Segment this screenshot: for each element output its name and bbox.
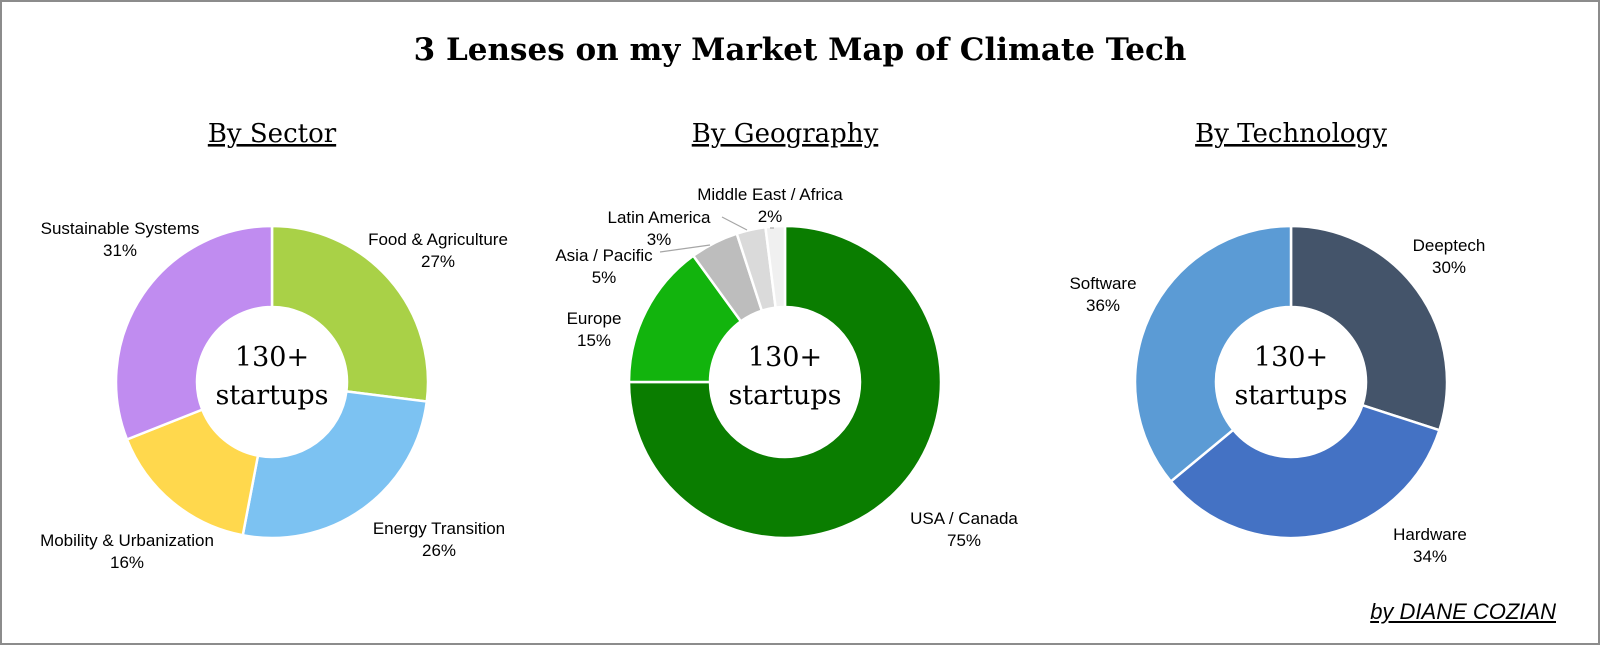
data-label: 27% [421, 252, 455, 271]
donut-slice [627, 254, 743, 384]
donut-chart-3: By Technology Deeptech 30% Hardware 34% Softw… [1069, 119, 1485, 566]
data-label: 16% [110, 553, 144, 572]
slice-label: Mobility & Urbanization [40, 531, 214, 550]
slice-label: Food & Agriculture [368, 230, 508, 249]
data-label: 30% [1432, 258, 1466, 277]
data-label: 2% [758, 207, 783, 226]
center-label: startups [215, 380, 328, 411]
data-label: 26% [422, 541, 456, 560]
slice-label: Middle East / Africa [697, 185, 843, 204]
slice-label: USA / Canada [910, 509, 1018, 528]
leader-line [659, 244, 711, 253]
center-label: 130+ [748, 342, 822, 373]
slice-label: Deeptech [1413, 236, 1486, 255]
donut-chart-2: By Geography USA / Canada 75% Europe 15% Asia… [555, 119, 1018, 550]
donut-slice [114, 224, 274, 442]
slice-label: Software [1069, 274, 1136, 293]
donut-slice [1289, 224, 1449, 432]
chart-title: By Technology [1195, 119, 1387, 149]
data-label: 3% [647, 230, 672, 249]
donut-slice [764, 224, 787, 309]
donut-slice [1169, 403, 1441, 540]
data-label: 31% [103, 241, 137, 260]
slice-label: Energy Transition [373, 519, 505, 538]
slice-label: Sustainable Systems [41, 219, 200, 238]
donut-slice [270, 224, 430, 403]
slice-label: Latin America [608, 208, 712, 227]
data-label: 36% [1086, 296, 1120, 315]
slice-label: Europe [567, 309, 622, 328]
slice-label: Hardware [1393, 525, 1467, 544]
leader-line [721, 216, 748, 231]
data-label: 34% [1413, 547, 1447, 566]
author-attribution: by DIANE COZIAN [1370, 599, 1556, 624]
data-label: 5% [592, 268, 617, 287]
center-label: 130+ [1254, 342, 1328, 373]
center-label: startups [728, 380, 841, 411]
donut-chart-1: By Sector Food & Agriculture 27% Energy Tra… [40, 119, 508, 572]
donut-slice [241, 390, 429, 540]
center-label: 130+ [235, 342, 309, 373]
donut-slice [1133, 224, 1293, 484]
donut-slice [627, 224, 943, 540]
data-label: 15% [577, 331, 611, 350]
chart-title: By Geography [692, 119, 879, 149]
chart-title: By Sector [208, 119, 337, 149]
page-title: 3 Lenses on my Market Map of Climate Tec… [413, 32, 1187, 68]
center-label: startups [1234, 380, 1347, 411]
slice-label: Asia / Pacific [555, 246, 653, 265]
data-label: 75% [947, 531, 981, 550]
donut-slice [125, 407, 260, 537]
